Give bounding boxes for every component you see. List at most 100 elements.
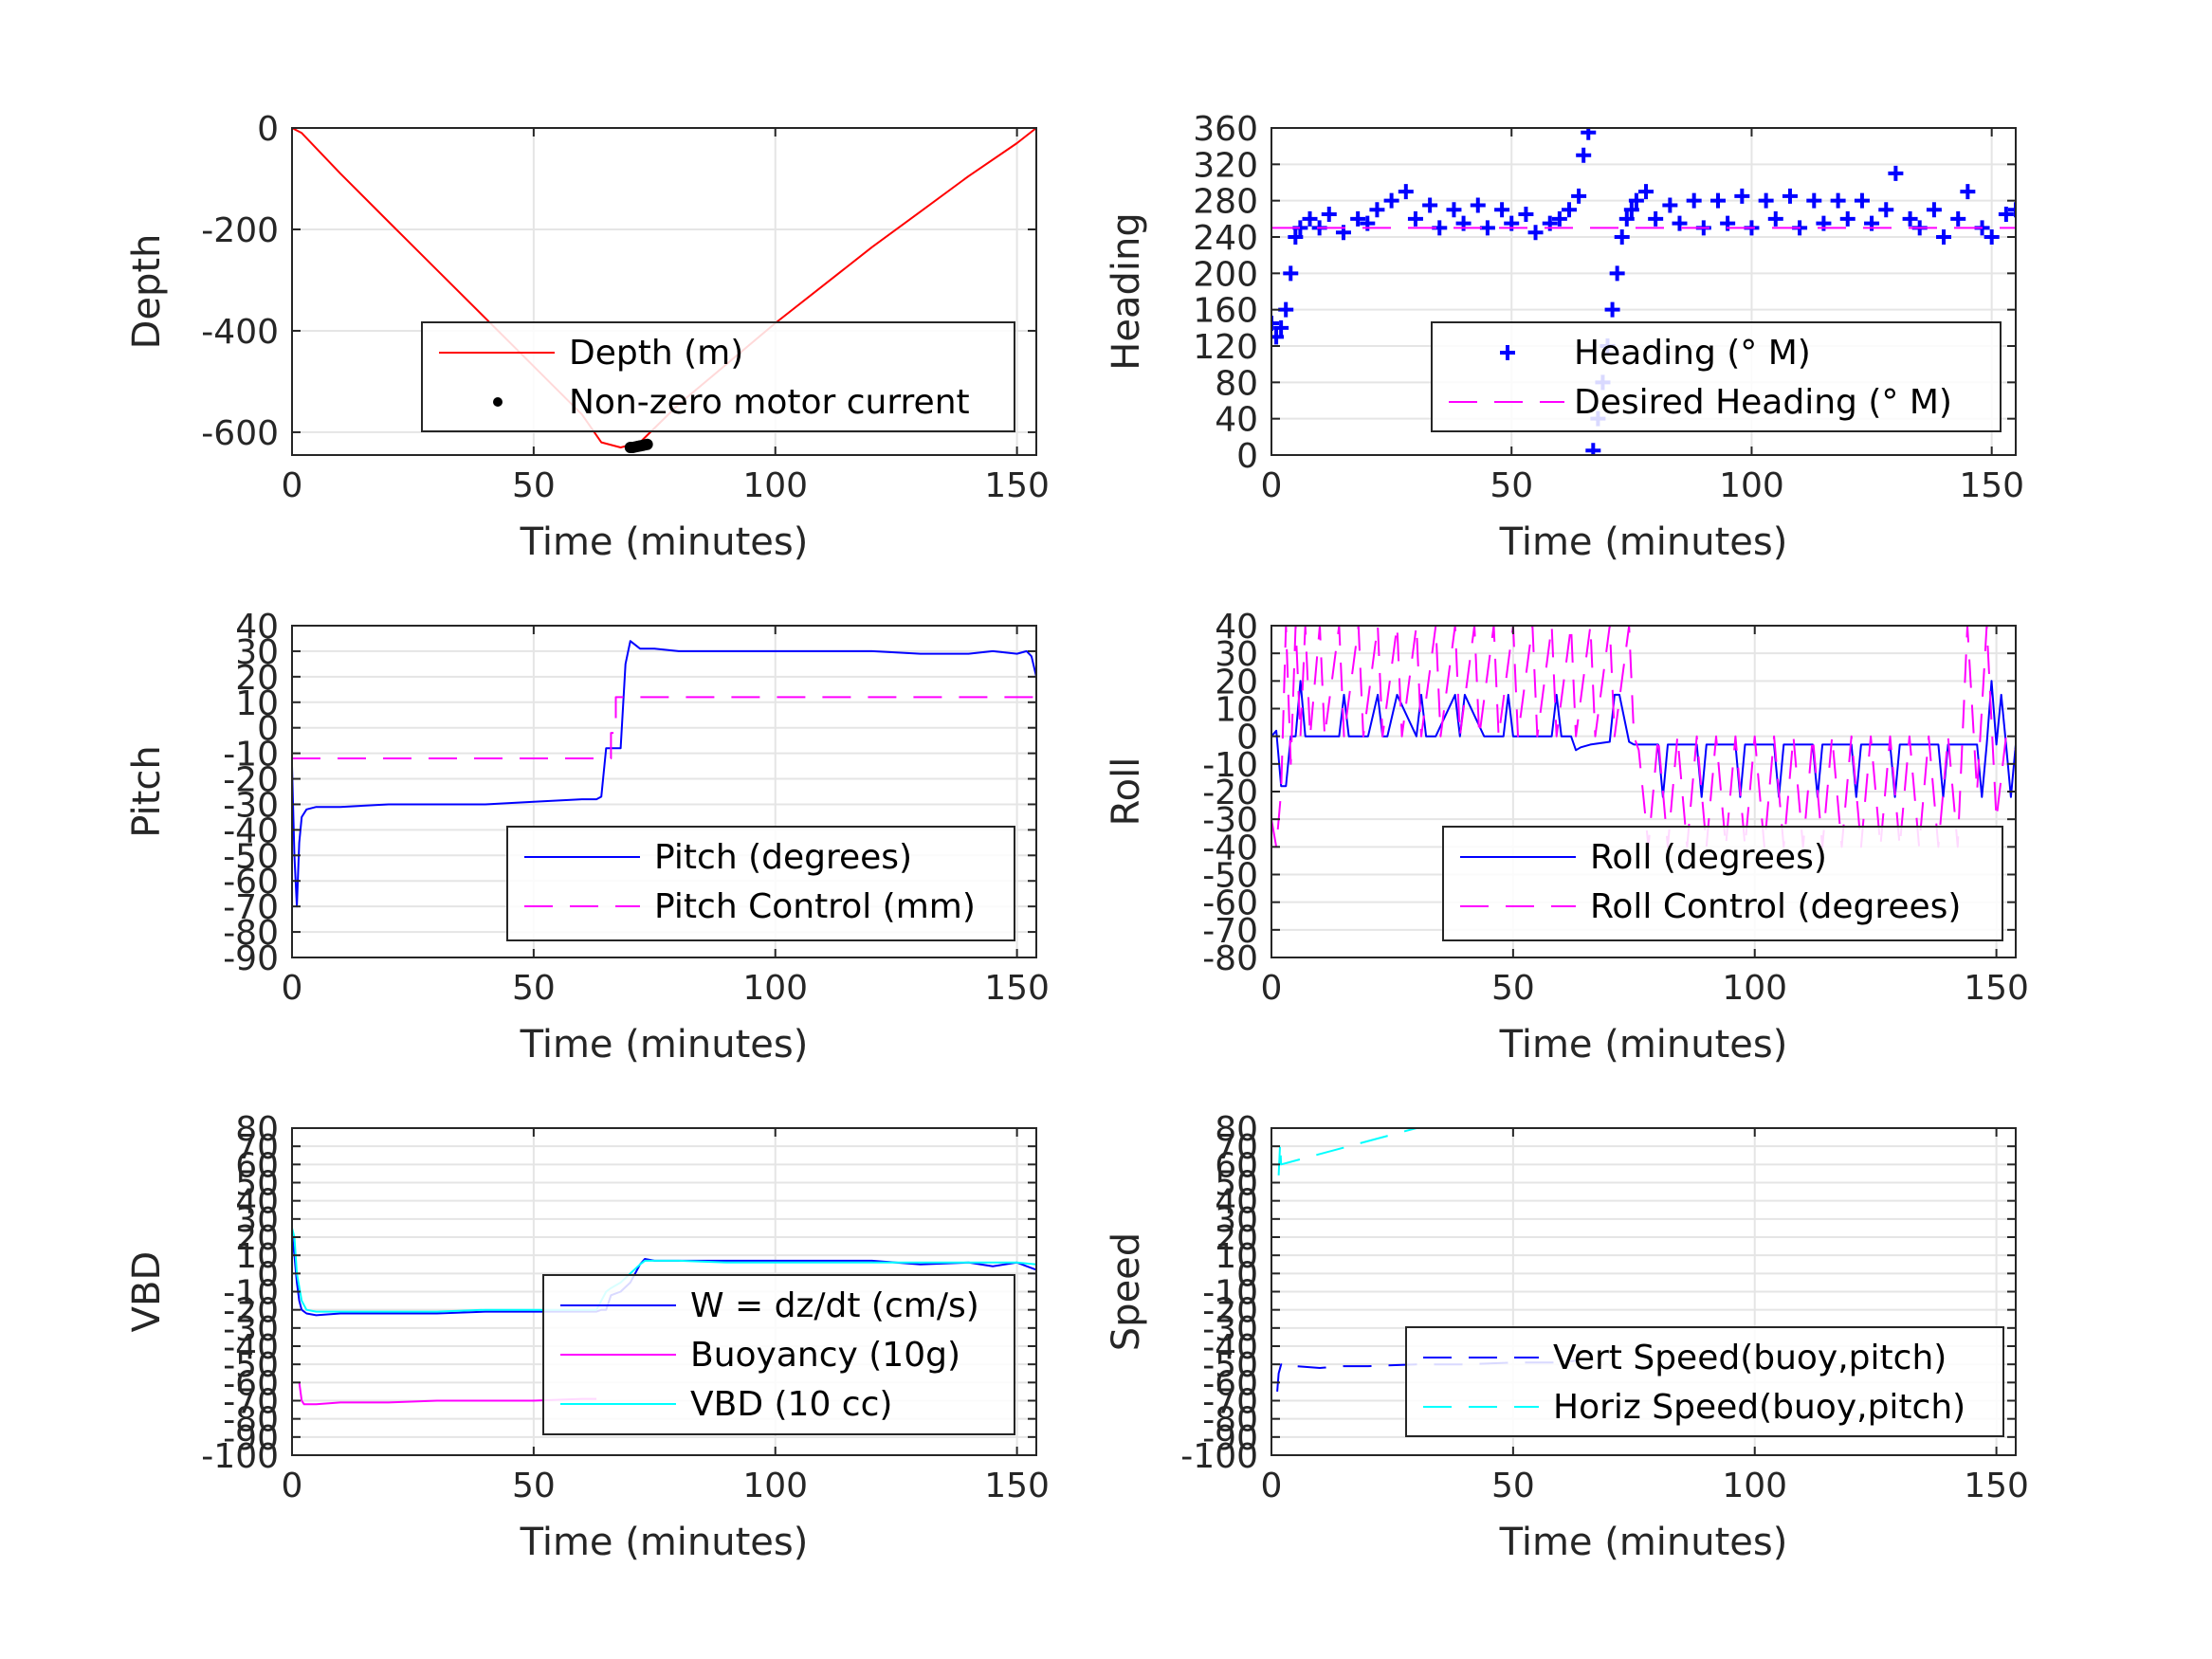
- heading-series-0-point: [1609, 265, 1625, 282]
- vbd-ytick-label: -10: [223, 1274, 279, 1313]
- roll-y-axis-label: Roll: [1105, 757, 1148, 827]
- heading-ytick-label: 240: [1193, 219, 1258, 258]
- subplot-depth: 0 50 100 150 0 -200 -400 -600 Time (minutes) De…: [125, 110, 1050, 564]
- roll-series-clip: [1271, 626, 2016, 848]
- pitch-ytick-label: 30: [235, 633, 279, 672]
- depth-x-axis-label: Time (minutes): [520, 520, 809, 564]
- heading-x-axis-label: Time (minutes): [1499, 520, 1788, 564]
- pitch-series-0-line: [292, 640, 1036, 908]
- heading-series-0-point: [1936, 229, 1952, 245]
- speed-ytick-label: -80: [1202, 1401, 1258, 1440]
- speed-ytick-label: 10: [1215, 1237, 1258, 1276]
- pitch-axes-frame: [291, 625, 1037, 958]
- vbd-ytick-label: -100: [201, 1437, 279, 1476]
- vbd-ytick-label: 10: [235, 1237, 279, 1276]
- speed-ytick-label: 40: [1215, 1183, 1258, 1222]
- speed-legend-box: [1405, 1326, 2004, 1437]
- heading-xtick-label: 100: [1719, 466, 1784, 505]
- speed-ytick-label: -100: [1180, 1437, 1258, 1476]
- pitch-xtick-label: 0: [282, 969, 303, 1008]
- heading-series-0-point: [1998, 207, 2014, 223]
- speed-y-axis-label: Speed: [1105, 1232, 1148, 1351]
- roll-series: [1271, 626, 2016, 848]
- heading-ytick-label: 320: [1193, 146, 1258, 185]
- speed-xtick-label: 150: [1964, 1467, 2029, 1505]
- vbd-ticks: 0 50 100 15080706050403020100-10-20-30-40-5…: [201, 1110, 1050, 1505]
- speed-ytick-label: 0: [1236, 1255, 1258, 1294]
- heading-series-0-point: [1407, 210, 1423, 227]
- heading-ytick-label: 120: [1193, 328, 1258, 367]
- depth-ticks: 0 50 100 150 0 -200 -400 -600: [201, 110, 1050, 505]
- pitch-x-axis-label: Time (minutes): [520, 1023, 809, 1066]
- vbd-legend: W = dz/dt (cm/s) Buoyancy (10g) VBD (10 …: [542, 1274, 1015, 1435]
- roll-xtick-label: 150: [1964, 969, 2029, 1008]
- depth-xtick-label: 150: [984, 466, 1050, 505]
- speed-ytick-label: 30: [1215, 1201, 1258, 1240]
- heading-series-0-point: [1614, 229, 1630, 245]
- vbd-x-axis-label: Time (minutes): [520, 1521, 809, 1564]
- speed-ytick-label: -60: [1202, 1364, 1258, 1403]
- heading-series-0-point: [1479, 220, 1495, 236]
- roll-ytick-label: 10: [1215, 691, 1258, 730]
- vbd-xtick-label: 50: [512, 1467, 556, 1505]
- pitch-ytick-label: -20: [223, 761, 279, 800]
- vbd-ytick-label: -40: [223, 1328, 279, 1367]
- heading-series-0-point: [1854, 192, 1870, 209]
- vbd-ytick-label: 0: [257, 1255, 279, 1294]
- heading-xtick-label: 150: [1959, 466, 2024, 505]
- heading-series-0-point: [1576, 147, 1592, 163]
- roll-ytick-label: 0: [1236, 719, 1258, 757]
- subplot-pitch: 0 50 100 150403020100-10-20-30-40-50-60-70-…: [125, 608, 1050, 1066]
- vbd-ytick-label: 70: [235, 1128, 279, 1167]
- depth-xtick-label: 100: [742, 466, 808, 505]
- pitch-xtick-label: 50: [512, 969, 556, 1008]
- heading-series-0-point: [1638, 184, 1654, 200]
- heading-ytick-label: 0: [1236, 437, 1258, 476]
- pitch-series: [292, 640, 1036, 908]
- heading-series-0-point: [1494, 202, 1510, 218]
- heading-series-0-point: [1662, 197, 1678, 213]
- heading-series-0-point: [1398, 184, 1414, 200]
- heading-series-0-point: [1878, 202, 1894, 218]
- heading-legend: Heading (° M) Desired Heading (° M): [1431, 321, 2002, 432]
- speed-xtick-label: 0: [1261, 1467, 1283, 1505]
- depth-ytick-label: -200: [201, 211, 279, 250]
- heading-series-0-point: [1960, 184, 1976, 200]
- heading-series-0-point: [1302, 210, 1318, 227]
- pitch-ytick-label: -30: [223, 786, 279, 825]
- subplot-roll: 0 50 100 150403020100-10-20-30-40-50-60-70-…: [1105, 608, 2029, 1066]
- heading-series-0-point: [1806, 192, 1822, 209]
- vbd-legend-label-0: W = dz/dt (cm/s): [690, 1286, 979, 1325]
- pitch-ytick-label: -70: [223, 888, 279, 927]
- vbd-ytick-label: 40: [235, 1183, 279, 1222]
- depth-series: [292, 128, 1036, 453]
- vbd-ytick-label: 20: [235, 1219, 279, 1258]
- depth-xtick-label: 0: [282, 466, 303, 505]
- pitch-ytick-label: -60: [223, 863, 279, 902]
- heading-series-0-point: [1686, 192, 1702, 209]
- heading-ytick-label: 360: [1193, 110, 1258, 149]
- roll-legend-label-0: Roll (degrees): [1590, 838, 1827, 877]
- roll-x-axis-label: Time (minutes): [1499, 1023, 1788, 1066]
- heading-series-0-point: [1782, 188, 1798, 204]
- speed-ytick-label: -40: [1202, 1328, 1258, 1367]
- heading-series-0-point: [1422, 197, 1438, 213]
- pitch-ytick-label: 10: [235, 684, 279, 723]
- heading-series-0-point: [1618, 210, 1635, 227]
- heading-series-0-point: [1926, 202, 1942, 218]
- depth-legend-label-0: Depth (m): [569, 334, 743, 373]
- depth-series-clip: [292, 128, 1036, 453]
- speed-ticks: 0 50 100 15080706050403020100-10-20-30-40-5…: [1180, 1110, 2029, 1505]
- pitch-series-clip: [292, 640, 1036, 908]
- vbd-ytick-label: -90: [223, 1419, 279, 1458]
- speed-ytick-label: -30: [1202, 1310, 1258, 1349]
- pitch-y-axis-label: Pitch: [125, 745, 169, 837]
- roll-ytick-label: -80: [1202, 939, 1258, 978]
- speed-ytick-label: -90: [1202, 1419, 1258, 1458]
- heading-xtick-label: 0: [1261, 466, 1283, 505]
- pitch-xtick-label: 150: [984, 969, 1050, 1008]
- depth-legend: Depth (m) Non-zero motor current: [421, 321, 1015, 432]
- speed-xtick-label: 50: [1491, 1467, 1535, 1505]
